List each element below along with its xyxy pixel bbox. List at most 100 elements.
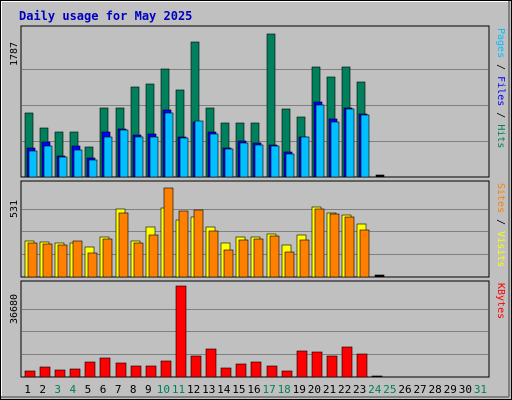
bar-pages-day-20 <box>315 104 325 178</box>
bar-kbytes-day-4 <box>69 368 81 378</box>
bar-pages-day-23 <box>360 114 370 178</box>
day-label-12: 12 <box>187 383 200 396</box>
legend-entry: Hits <box>495 124 506 148</box>
legend: Pages / Files / Hits <box>495 28 506 148</box>
bevel-top <box>1 1 509 2</box>
legend-entry: Pages <box>495 28 506 58</box>
day-label-31: 31 <box>474 383 487 396</box>
bar-pages-day-14 <box>224 148 234 178</box>
day-label-17: 17 <box>262 383 275 396</box>
bar-pages-day-4 <box>73 149 83 178</box>
bar-kbytes-day-14 <box>220 367 232 378</box>
bar-kbytes-day-16 <box>250 361 262 378</box>
bar-pages-day-1 <box>28 150 38 178</box>
bar-kbytes-day-20 <box>311 351 323 378</box>
day-label-27: 27 <box>413 383 426 396</box>
bar-kbytes-day-2 <box>39 366 51 378</box>
day-label-23: 23 <box>353 383 366 396</box>
bar-pages-day-7 <box>119 129 129 178</box>
panel-visits-sites: 531 Sites / Visits <box>9 180 506 278</box>
bar-sites-day-5 <box>87 252 98 278</box>
day-label-3: 3 <box>54 383 61 396</box>
day-label-22: 22 <box>338 383 351 396</box>
bar-pages-day-11 <box>179 137 189 178</box>
day-label-20: 20 <box>308 383 321 396</box>
bar-sites-day-20 <box>314 208 325 278</box>
legend-entry: / <box>495 106 506 124</box>
bar-pages-day-6 <box>103 136 113 178</box>
day-label-25: 25 <box>383 383 396 396</box>
legend-entry: Files <box>495 76 506 106</box>
bar-sites-day-9 <box>148 234 159 278</box>
bar-kbytes-day-11 <box>175 285 187 378</box>
bar-sites-day-4 <box>72 240 83 278</box>
bar-kbytes-day-18 <box>281 370 293 378</box>
bar-pages-day-18 <box>285 153 295 178</box>
bar-sites-day-13 <box>208 230 219 278</box>
legend: Sites / Visits <box>495 183 506 267</box>
bar-sites-day-10 <box>163 187 174 278</box>
bar-sites-day-15 <box>238 239 249 278</box>
bar-kbytes-day-17 <box>266 365 278 378</box>
day-label-10: 10 <box>157 383 170 396</box>
legend-entry: / <box>495 58 506 76</box>
bar-sites-day-14 <box>223 249 234 278</box>
legend-entry: Visits <box>495 231 506 267</box>
bar-sites-day-1 <box>27 242 38 278</box>
bars-kbytes <box>24 285 383 378</box>
day-label-2: 2 <box>39 383 46 396</box>
day-label-14: 14 <box>217 383 231 396</box>
bar-kbytes-day-9 <box>145 365 157 378</box>
day-label-26: 26 <box>398 383 411 396</box>
bar-sites-day-22 <box>344 216 355 278</box>
bar-kbytes-day-15 <box>235 363 247 378</box>
day-label-4: 4 <box>70 383 77 396</box>
max-value-label: 531 <box>9 200 20 218</box>
panel-hits-files-pages: 1787 Pages / Files / Hits <box>9 25 506 178</box>
legend-entry: / <box>495 213 506 231</box>
day-label-11: 11 <box>172 383 185 396</box>
day-label-30: 30 <box>459 383 472 396</box>
bar-sites-day-6 <box>102 238 113 278</box>
bar-sites-day-23 <box>359 229 370 278</box>
bar-sites-day-7 <box>118 212 129 278</box>
bar-pages-day-12 <box>194 120 204 178</box>
bar-pages-day-19 <box>300 136 310 178</box>
chart-panels: 1787 Pages / Files / Hits 531 Sites / Visit… <box>9 25 506 378</box>
bar-sites-day-12 <box>193 209 204 278</box>
bar-pages-day-5 <box>88 159 98 178</box>
bar-kbytes-day-13 <box>205 348 217 378</box>
day-label-16: 16 <box>247 383 260 396</box>
bar-sites-day-17 <box>269 235 280 278</box>
bevel-left <box>1 1 2 397</box>
legend-entry: KBytes <box>495 283 506 319</box>
day-label-5: 5 <box>85 383 92 396</box>
bar-pages-day-15 <box>239 142 249 178</box>
bar-pages-day-8 <box>134 136 144 178</box>
bar-pages-day-3 <box>58 156 68 178</box>
day-label-9: 9 <box>145 383 152 396</box>
bar-kbytes-day-10 <box>160 360 172 378</box>
bar-kbytes-day-21 <box>326 355 338 378</box>
bar-pages-day-17 <box>270 145 280 178</box>
bars-hits-files-pages <box>24 33 385 178</box>
bar-sites-day-24 <box>374 274 385 278</box>
bar-kbytes-day-19 <box>296 350 308 378</box>
bar-sites-day-2 <box>42 243 53 278</box>
bar-pages-day-21 <box>330 121 340 178</box>
bar-pages-day-9 <box>149 136 159 178</box>
bar-kbytes-day-23 <box>356 353 368 378</box>
legend-entry: Sites <box>495 183 506 213</box>
bar-sites-day-16 <box>253 238 264 278</box>
bar-sites-day-18 <box>284 251 295 278</box>
day-label-21: 21 <box>323 383 336 396</box>
bar-kbytes-day-7 <box>115 362 127 378</box>
max-value-label: 1787 <box>9 42 20 66</box>
day-label-1: 1 <box>24 383 31 396</box>
day-label-24: 24 <box>368 383 382 396</box>
day-label-28: 28 <box>429 383 442 396</box>
bar-sites-day-8 <box>133 242 144 278</box>
day-label-18: 18 <box>278 383 291 396</box>
bar-sites-day-21 <box>329 213 340 278</box>
bars-visits-sites <box>24 187 385 278</box>
